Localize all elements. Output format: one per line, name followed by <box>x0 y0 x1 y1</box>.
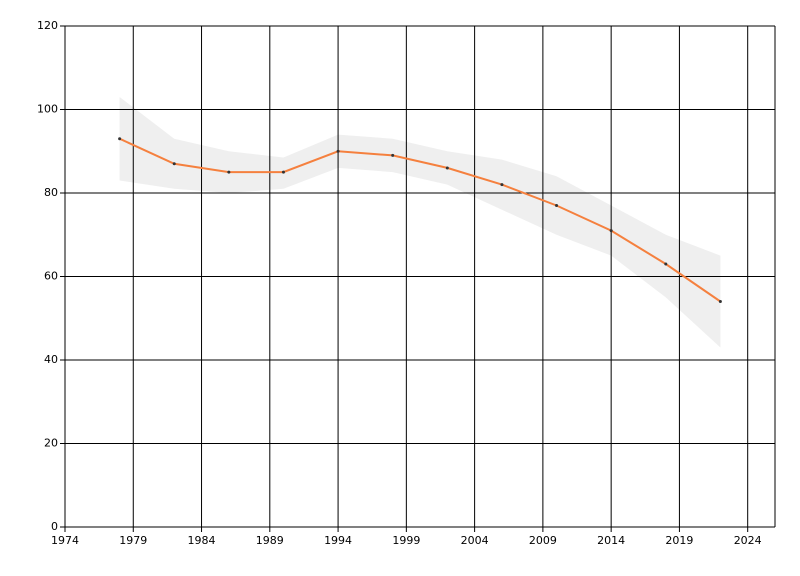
x-tick-label: 2019 <box>665 534 693 547</box>
confidence-band <box>119 97 721 348</box>
series-line <box>119 137 721 303</box>
x-tick-label: 1994 <box>324 534 352 547</box>
data-point <box>281 170 285 174</box>
y-tick-label: 0 <box>51 520 58 533</box>
data-point <box>172 162 176 166</box>
data-point <box>118 137 122 141</box>
y-tick-label: 60 <box>44 270 58 283</box>
data-point <box>391 153 395 157</box>
data-point <box>445 166 449 170</box>
x-tick-label: 2009 <box>529 534 557 547</box>
data-point <box>500 183 504 187</box>
data-point <box>555 204 559 208</box>
y-tick-label: 80 <box>44 186 58 199</box>
x-tick-label: 2024 <box>734 534 762 547</box>
y-tick-label: 40 <box>44 353 58 366</box>
x-tick-label: 1999 <box>392 534 420 547</box>
data-point <box>664 262 668 266</box>
data-point <box>227 170 231 174</box>
data-point <box>718 300 722 304</box>
y-tick-label: 120 <box>37 19 58 32</box>
x-tick-label: 2004 <box>461 534 489 547</box>
x-tick-label: 2014 <box>597 534 625 547</box>
data-point <box>609 229 613 233</box>
x-tick-label: 1979 <box>119 534 147 547</box>
data-point <box>336 149 340 153</box>
x-tick-label: 1984 <box>188 534 216 547</box>
y-tick-label: 100 <box>37 103 58 116</box>
x-tick-label: 1974 <box>51 534 79 547</box>
y-tick-label: 20 <box>44 437 58 450</box>
x-tick-label: 1989 <box>256 534 284 547</box>
